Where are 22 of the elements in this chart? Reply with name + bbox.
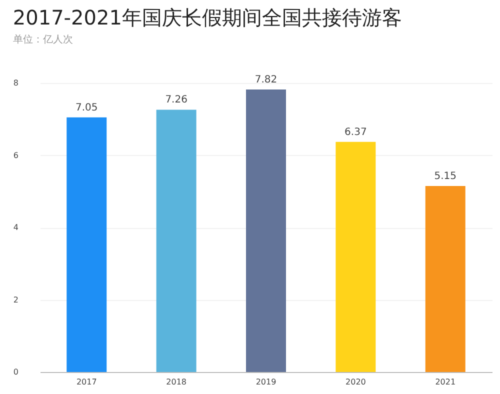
y-tick-label: 6: [13, 150, 18, 160]
data-label: 7.26: [165, 94, 188, 106]
bar: [336, 142, 376, 372]
data-label: 7.05: [76, 102, 98, 114]
y-tick-label: 2: [13, 295, 18, 304]
x-tick-label: 2021: [435, 378, 456, 386]
data-label: 7.82: [254, 74, 278, 86]
bar: [246, 90, 286, 372]
y-tick-label: 8: [13, 78, 18, 88]
x-tick-label: 2018: [166, 378, 186, 386]
x-tick-label: 2017: [76, 378, 97, 386]
y-tick-label: 4: [13, 223, 18, 232]
bar: [425, 186, 466, 372]
chart-subtitle: 单位：亿人次: [12, 34, 73, 46]
bar: [156, 110, 196, 372]
data-label: 5.15: [434, 170, 456, 182]
x-tick-label: 2019: [256, 378, 276, 386]
bar: [66, 117, 107, 372]
y-tick-label: 0: [13, 368, 18, 376]
data-label: 6.37: [344, 126, 367, 138]
x-tick-label: 2020: [346, 378, 366, 386]
chart-title: 2017-2021年国庆长假期间全国共接待游客: [12, 6, 402, 30]
